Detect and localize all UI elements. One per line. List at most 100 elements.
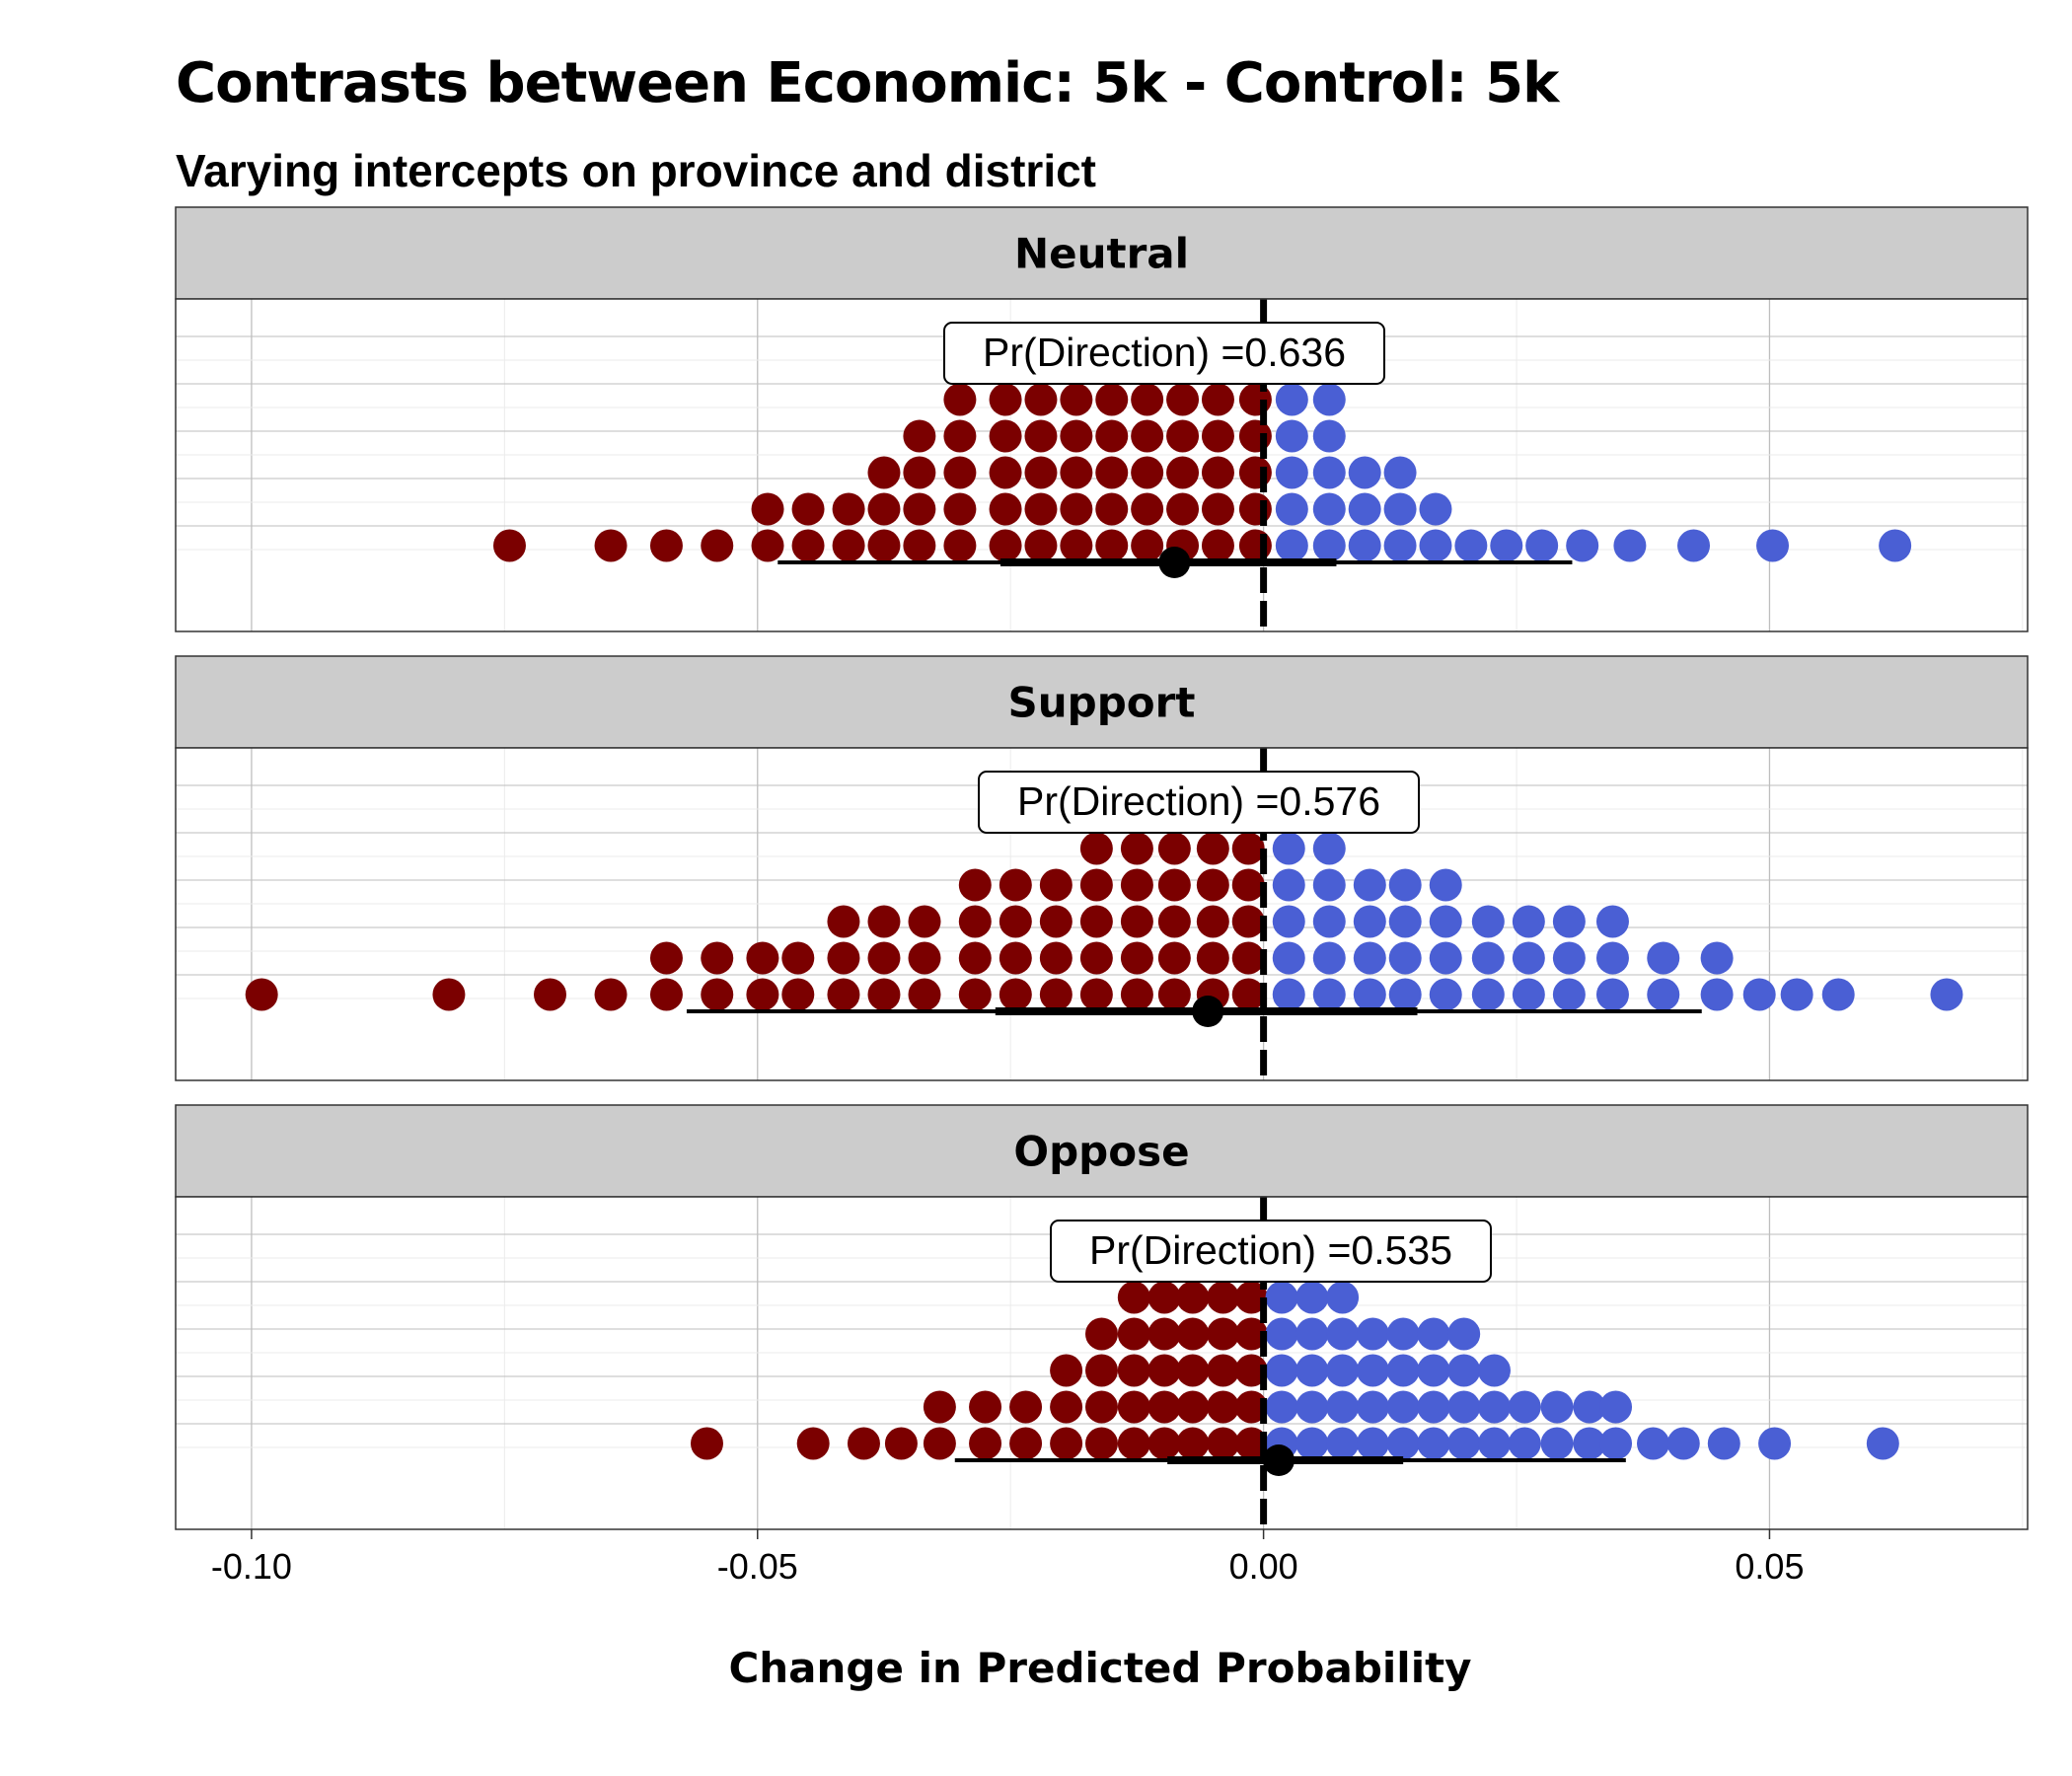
dot-positive: [1265, 1281, 1298, 1314]
dot-negative: [751, 529, 784, 562]
dot-positive: [1700, 941, 1734, 975]
dot-positive: [1388, 941, 1422, 975]
dot-negative: [943, 529, 977, 562]
dot-negative: [908, 978, 941, 1011]
dot-positive: [1447, 1427, 1481, 1460]
dot-positive: [1512, 941, 1545, 975]
dot-negative: [534, 978, 567, 1011]
dot-negative: [923, 1427, 956, 1460]
dot-negative: [1117, 1317, 1150, 1351]
dot-positive: [1419, 492, 1452, 526]
dot-negative: [1176, 1427, 1210, 1460]
dot-positive: [1272, 941, 1305, 975]
dot-negative: [1157, 905, 1191, 938]
dot-positive: [1272, 978, 1305, 1011]
dot-positive: [1573, 1427, 1606, 1460]
dot-negative: [701, 978, 734, 1011]
pr-direction-box: [1050, 1220, 1492, 1283]
dot-negative: [1231, 978, 1265, 1011]
dot-positive: [1326, 1390, 1360, 1424]
dot-positive: [1386, 1317, 1420, 1351]
dot-negative: [1231, 941, 1265, 975]
dot-positive: [1512, 978, 1545, 1011]
dot-negative: [867, 905, 901, 938]
dot-negative: [1207, 1354, 1240, 1387]
dot-negative: [1131, 529, 1164, 562]
dot-positive: [1595, 978, 1629, 1011]
dot-negative: [1234, 1281, 1268, 1314]
dot-positive: [1386, 1354, 1420, 1387]
panel-border: [175, 1196, 2029, 1530]
dot-negative: [1050, 1390, 1083, 1424]
dot-negative: [1117, 1390, 1150, 1424]
dot-negative: [1147, 1354, 1181, 1387]
dot-negative: [781, 978, 815, 1011]
dot-negative: [958, 868, 992, 902]
x-axis: Change in Predicted Probability -0.10 -0.…: [211, 1529, 1804, 1692]
dot-negative: [827, 978, 860, 1011]
dot-negative: [903, 456, 936, 489]
x-tick-label: 0.05: [1735, 1546, 1804, 1587]
dot-negative: [1234, 1427, 1268, 1460]
dot-negative: [746, 978, 779, 1011]
median-point: [1192, 996, 1224, 1027]
dot-positive: [1312, 868, 1346, 902]
dot-positive: [1429, 905, 1462, 938]
dot-negative: [943, 419, 977, 453]
dot-negative: [1039, 868, 1073, 902]
dot-negative: [751, 492, 784, 526]
dot-negative: [1079, 832, 1113, 865]
dot-negative: [867, 456, 901, 489]
dot-positive: [1275, 456, 1308, 489]
dot-positive: [1552, 941, 1586, 975]
dot-negative: [1120, 941, 1153, 975]
dot-negative: [1166, 419, 1200, 453]
dot-positive: [1447, 1390, 1481, 1424]
dot-negative: [867, 492, 901, 526]
panel-border: [175, 298, 2029, 632]
dot-negative: [1201, 529, 1234, 562]
dot-positive: [1312, 905, 1346, 938]
dot-negative: [594, 529, 628, 562]
dot-negative: [1166, 383, 1200, 416]
dot-negative: [1024, 529, 1058, 562]
dot-negative: [1231, 905, 1265, 938]
dot-negative: [1009, 1390, 1043, 1424]
dot-negative: [1196, 941, 1229, 975]
dot-positive: [1353, 941, 1386, 975]
chart-title: Contrasts between Economic: 5k - Control…: [176, 51, 1559, 115]
dot-positive: [1707, 1427, 1740, 1460]
dot-negative: [649, 941, 683, 975]
dot-positive: [1312, 832, 1346, 865]
dot-negative: [1201, 383, 1234, 416]
dot-positive: [1356, 1317, 1389, 1351]
dot-negative: [1050, 1354, 1083, 1387]
dot-negative: [1120, 978, 1153, 1011]
dot-positive: [1383, 456, 1417, 489]
median-point: [1158, 547, 1191, 578]
dot-negative: [1207, 1317, 1240, 1351]
dot-negative: [1196, 832, 1229, 865]
dot-positive: [1552, 905, 1586, 938]
dot-positive: [1275, 419, 1308, 453]
dot-negative: [958, 978, 992, 1011]
dot-negative: [1095, 529, 1129, 562]
dot-positive: [1477, 1390, 1511, 1424]
dot-negative: [1176, 1281, 1210, 1314]
dot-positive: [1477, 1427, 1511, 1460]
dot-negative: [884, 1427, 918, 1460]
dot-negative: [903, 419, 936, 453]
dot-positive: [1636, 1427, 1669, 1460]
dot-negative: [1147, 1281, 1181, 1314]
dot-negative: [1079, 905, 1113, 938]
dot-positive: [1447, 1317, 1481, 1351]
dot-negative: [867, 978, 901, 1011]
x-tick-label: 0.00: [1229, 1546, 1298, 1587]
dot-negative: [999, 905, 1032, 938]
dot-positive: [1295, 1427, 1329, 1460]
dot-negative: [1147, 1427, 1181, 1460]
dot-positive: [1599, 1427, 1633, 1460]
dot-positive: [1388, 868, 1422, 902]
dot-positive: [1477, 1354, 1511, 1387]
dot-negative: [908, 905, 941, 938]
